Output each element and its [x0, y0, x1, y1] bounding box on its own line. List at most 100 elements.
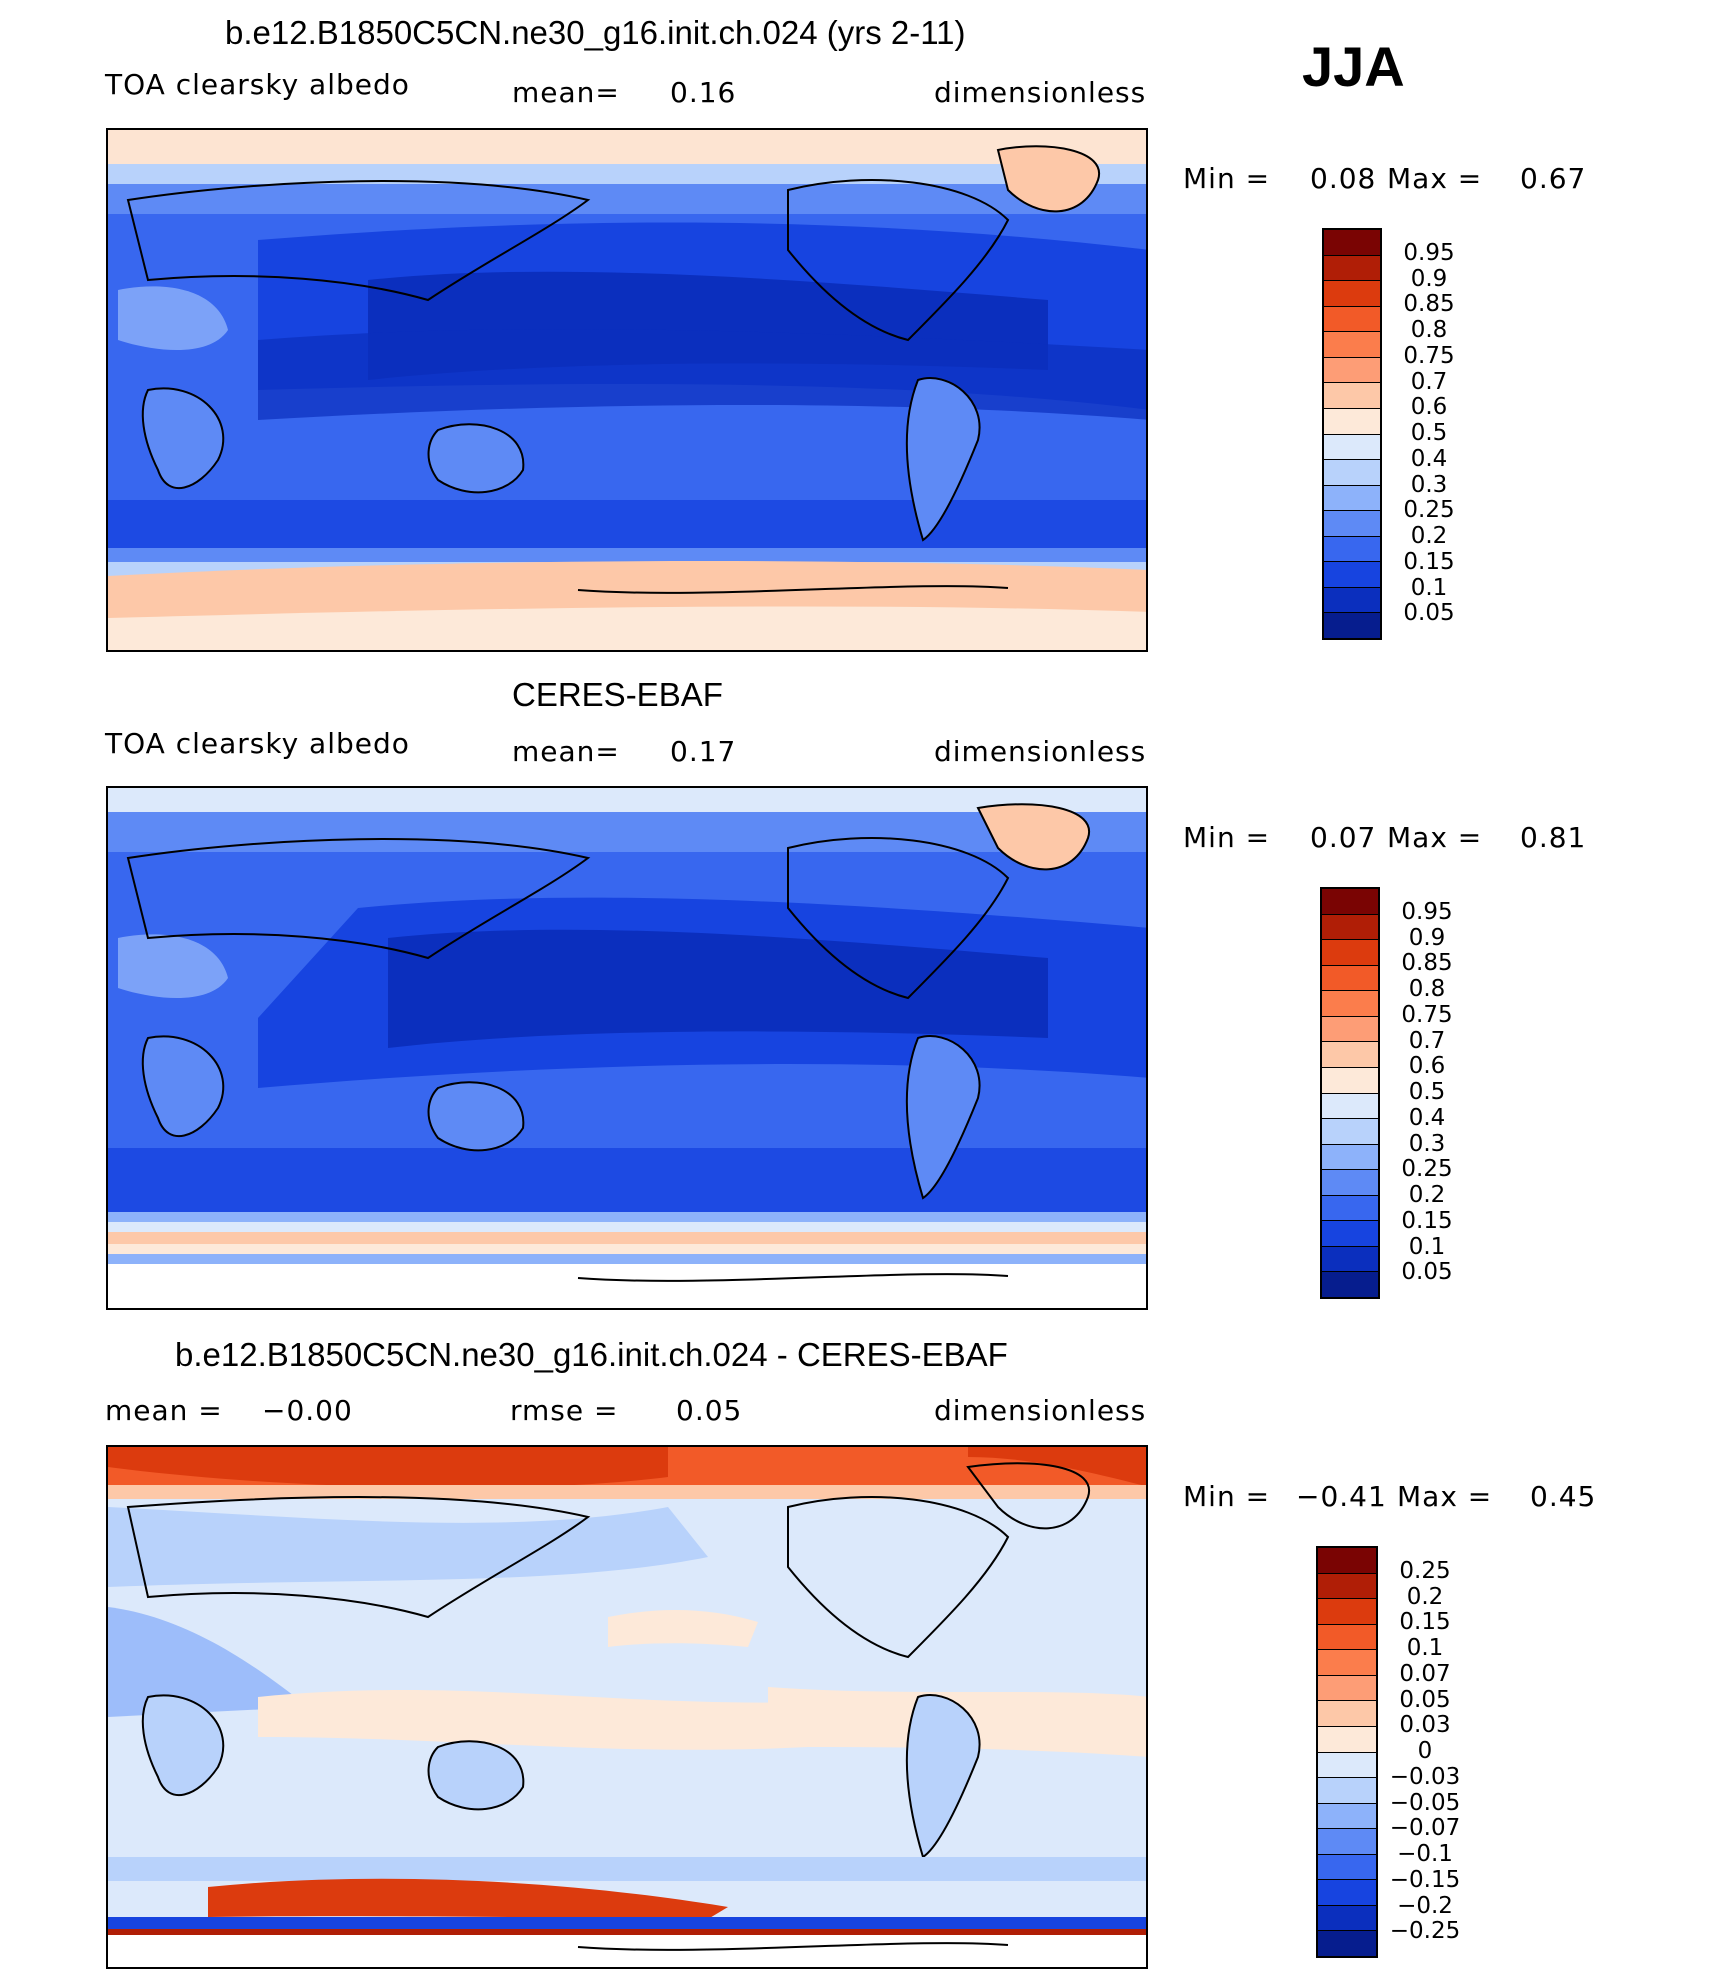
units-label: dimensionless [934, 735, 1147, 768]
colorbar-swatch [1324, 460, 1380, 486]
rmse-value: 0.05 [676, 1394, 743, 1427]
colorbar-swatch [1324, 332, 1380, 358]
colorbar-swatch [1324, 511, 1380, 537]
colorbar-tick-label: 0.05 [1403, 600, 1455, 627]
colorbar-swatch [1322, 1119, 1378, 1145]
colorbar-swatch [1322, 889, 1378, 915]
colorbar-tick-label: 0.15 [1399, 1609, 1451, 1636]
colorbar-tick-label: −0.05 [1389, 1789, 1461, 1816]
colorbar-swatch [1318, 1726, 1376, 1753]
map-obs-albedo [106, 786, 1148, 1310]
colorbar-obs [1320, 887, 1380, 1299]
colorbar-tick-label: 0.6 [1410, 394, 1448, 421]
colorbar-swatch [1324, 306, 1380, 333]
colorbar-difference [1316, 1546, 1378, 1958]
colorbar-tick-label: 0.25 [1403, 497, 1455, 524]
colorbar-tick-label: 0.3 [1408, 1130, 1446, 1157]
mean-value: 0.17 [670, 735, 737, 768]
colorbar-tick-label: 0.2 [1406, 1583, 1444, 1610]
colorbar-swatch [1322, 1246, 1378, 1273]
map-graphic [108, 1447, 1146, 1967]
colorbar-swatch [1324, 587, 1380, 614]
colorbar-tick-label: 0.7 [1410, 368, 1448, 395]
colorbar-tick-label: 0.8 [1410, 317, 1448, 343]
map-difference [106, 1445, 1148, 1969]
colorbar-swatch [1324, 536, 1380, 563]
colorbar-swatch [1318, 1701, 1376, 1727]
map-graphic [108, 130, 1146, 650]
colorbar-swatch [1322, 940, 1378, 966]
colorbar-tick-label: 0.6 [1408, 1053, 1446, 1080]
colorbar-swatch [1318, 1624, 1376, 1651]
map-model-albedo [106, 128, 1148, 652]
colorbar-swatch [1318, 1752, 1376, 1779]
colorbar-tick-label: 0.9 [1410, 265, 1448, 292]
max-label: Max = [1387, 821, 1483, 854]
colorbar-swatch [1324, 434, 1380, 461]
colorbar-swatch [1324, 383, 1380, 409]
colorbar-model [1322, 228, 1382, 640]
colorbar-tick-label: 0.03 [1399, 1712, 1451, 1739]
colorbar-swatch [1318, 1675, 1376, 1702]
colorbar-swatch [1324, 357, 1380, 384]
max-label: Max = [1387, 162, 1483, 195]
colorbar-tick-label: 0.15 [1401, 1207, 1453, 1234]
colorbar-swatch [1318, 1650, 1376, 1676]
panel-title: CERES-EBAF [512, 676, 723, 713]
max-value: 0.81 [1520, 821, 1587, 854]
min-value: −0.41 [1296, 1480, 1387, 1513]
colorbar-tick-label: 0.5 [1408, 1079, 1446, 1105]
colorbar-tick-label: 0.4 [1410, 445, 1448, 472]
colorbar-swatch [1324, 562, 1380, 588]
colorbar-tick-label: 0.2 [1410, 523, 1448, 549]
units-label: dimensionless [934, 1394, 1147, 1427]
colorbar-tick-label: 0.8 [1408, 976, 1446, 1002]
colorbar-tick-label: 0.95 [1401, 898, 1453, 925]
min-label: Min = [1183, 1480, 1271, 1513]
mean-label: mean= [512, 76, 620, 109]
max-value: 0.67 [1520, 162, 1587, 195]
colorbar-tick-label: 0.75 [1403, 342, 1455, 369]
season-label: JJA [1302, 35, 1405, 98]
colorbar-tick-label: 0.05 [1399, 1686, 1451, 1713]
rmse-label: rmse = [510, 1394, 619, 1427]
colorbar-tick-label: 0.2 [1408, 1182, 1446, 1208]
colorbar-tick-label: 0.95 [1403, 239, 1455, 266]
colorbar-swatch [1322, 1067, 1378, 1094]
mean-label: mean = [105, 1394, 223, 1427]
mean-value: 0.16 [670, 76, 737, 109]
colorbar-tick-label: 0.3 [1410, 471, 1448, 498]
units-label: dimensionless [934, 76, 1147, 109]
colorbar-swatch [1324, 408, 1380, 435]
colorbar-swatch [1318, 1905, 1376, 1932]
panel-title: b.e12.B1850C5CN.ne30_g16.init.ch.024 - C… [175, 1336, 1008, 1373]
variable-label: TOA clearsky albedo [105, 727, 410, 760]
colorbar-swatch [1324, 230, 1380, 256]
colorbar-swatch [1324, 485, 1380, 512]
colorbar-tick-label: 0.5 [1410, 420, 1448, 446]
colorbar-tick-label: 0.05 [1401, 1259, 1453, 1286]
colorbar-tick-label: −0.1 [1397, 1841, 1453, 1867]
colorbar-swatch [1322, 1195, 1378, 1222]
colorbar-swatch [1322, 965, 1378, 992]
colorbar-swatch [1318, 1573, 1376, 1600]
colorbar-swatch [1322, 1144, 1378, 1171]
colorbar-swatch [1318, 1829, 1376, 1855]
colorbar-tick-label: −0.2 [1397, 1892, 1453, 1919]
colorbar-tick-label: −0.07 [1389, 1815, 1461, 1842]
colorbar-swatch [1318, 1854, 1376, 1881]
mean-value: −0.00 [262, 1394, 353, 1427]
variable-label: TOA clearsky albedo [105, 68, 410, 101]
max-label: Max = [1397, 1480, 1493, 1513]
colorbar-tick-label: 0.25 [1399, 1557, 1451, 1584]
colorbar-swatch [1322, 1272, 1378, 1297]
colorbar-tick-label: 0.9 [1408, 924, 1446, 951]
colorbar-swatch [1318, 1880, 1376, 1906]
colorbar-tick-label: 0 [1417, 1738, 1433, 1764]
colorbar-swatch [1322, 991, 1378, 1017]
max-value: 0.45 [1530, 1480, 1597, 1513]
colorbar-tick-label: 0.85 [1401, 950, 1453, 977]
panel-title: b.e12.B1850C5CN.ne30_g16.init.ch.024 (yr… [225, 14, 966, 51]
min-value: 0.08 [1310, 162, 1377, 195]
colorbar-swatch [1324, 255, 1380, 282]
